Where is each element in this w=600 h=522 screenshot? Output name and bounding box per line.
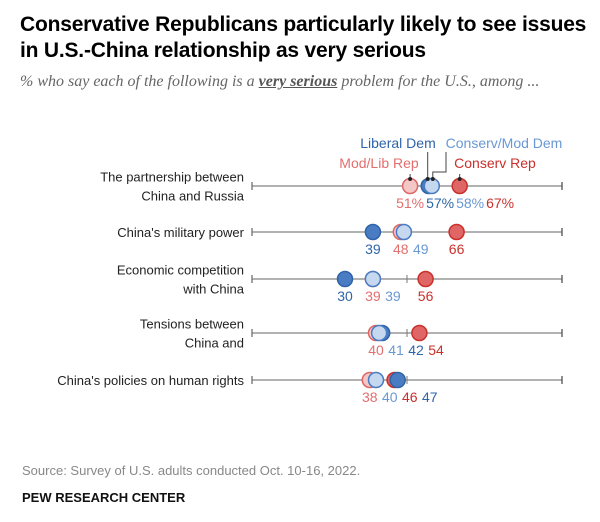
legend-label-liberal-dem: Liberal Dem — [360, 135, 435, 151]
legend-leader-dot — [408, 177, 413, 181]
value-label-mod-lib-rep: 48 — [393, 241, 409, 257]
category-label: Economic competition — [117, 263, 244, 278]
category-label: The partnership between — [100, 170, 244, 185]
legend-label-conserv-mod-dem: Conserv/Mod Dem — [446, 135, 563, 151]
legend-leader-conserv-mod-dem — [432, 152, 447, 179]
value-label-liberal-dem: 57% — [426, 195, 454, 211]
category-label: China's policies on human rights — [57, 373, 244, 388]
value-label-conserv-rep: 66 — [449, 241, 465, 257]
dot-conserv-rep — [411, 324, 428, 342]
value-label-mod-lib-rep: 39 — [365, 288, 381, 304]
value-label-liberal-dem: 47 — [422, 389, 438, 405]
value-label-mod-lib-rep: 38 — [362, 389, 378, 405]
legend-label-mod-lib-rep: Mod/Lib Rep — [339, 155, 419, 171]
legend-label-conserv-rep: Conserv Rep — [454, 155, 536, 171]
value-label-mod-lib-rep: 40 — [368, 342, 384, 358]
dot-conserv-mod-dem — [367, 371, 385, 389]
dot-liberal-dem — [389, 371, 406, 389]
dot-liberal-dem — [336, 270, 354, 288]
dot-conserv-mod-dem — [423, 177, 441, 195]
brand-label: PEW RESEARCH CENTER — [22, 490, 186, 505]
value-label-liberal-dem: 39 — [365, 241, 381, 257]
dot-plot: The partnership between China and Russia 5… — [57, 135, 563, 405]
dot-liberal-dem — [364, 223, 382, 241]
value-label-conserv-rep: 67% — [486, 195, 514, 211]
dot-conserv-mod-dem — [370, 324, 388, 342]
category-label: China and — [185, 336, 244, 351]
legend-leader-dot — [430, 177, 435, 181]
value-label-liberal-dem: 42 — [408, 342, 424, 358]
value-label-conserv-rep: 46 — [402, 389, 418, 405]
value-label-conserv-mod-dem: 58% — [456, 195, 484, 211]
value-label-conserv-mod-dem: 41 — [388, 342, 404, 358]
legend-leader-dot — [457, 177, 462, 181]
value-label-conserv-mod-dem: 40 — [382, 389, 398, 405]
subtitle-pre: % who say each of the following is a — [20, 73, 259, 90]
category-label: China and Russia — [141, 189, 244, 204]
value-label-conserv-mod-dem: 49 — [413, 241, 429, 257]
category-label: with China — [182, 282, 244, 297]
dot-conserv-rep — [417, 270, 434, 288]
subtitle-emphasis: very serious — [258, 73, 338, 90]
category-label: China's military power — [117, 225, 244, 240]
value-label-mod-lib-rep: 51% — [396, 195, 424, 211]
chart-subtitle: % who say each of the following is a ver… — [20, 70, 590, 93]
value-label-conserv-rep: 56 — [418, 288, 434, 304]
value-label-liberal-dem: 30 — [337, 288, 353, 304]
dot-conserv-rep — [448, 223, 465, 241]
value-label-conserv-mod-dem: 39 — [385, 288, 401, 304]
legend-leader-dot — [425, 177, 430, 181]
value-label-conserv-rep: 54 — [428, 342, 444, 358]
dot-conserv-mod-dem — [395, 223, 413, 241]
source-note: Source: Survey of U.S. adults conducted … — [22, 463, 361, 478]
subtitle-post: problem for the U.S., among ... — [337, 73, 540, 90]
category-label: Tensions between — [140, 317, 244, 332]
chart-title: Conservative Republicans particularly li… — [20, 13, 587, 62]
dot-conserv-mod-dem — [364, 270, 382, 288]
